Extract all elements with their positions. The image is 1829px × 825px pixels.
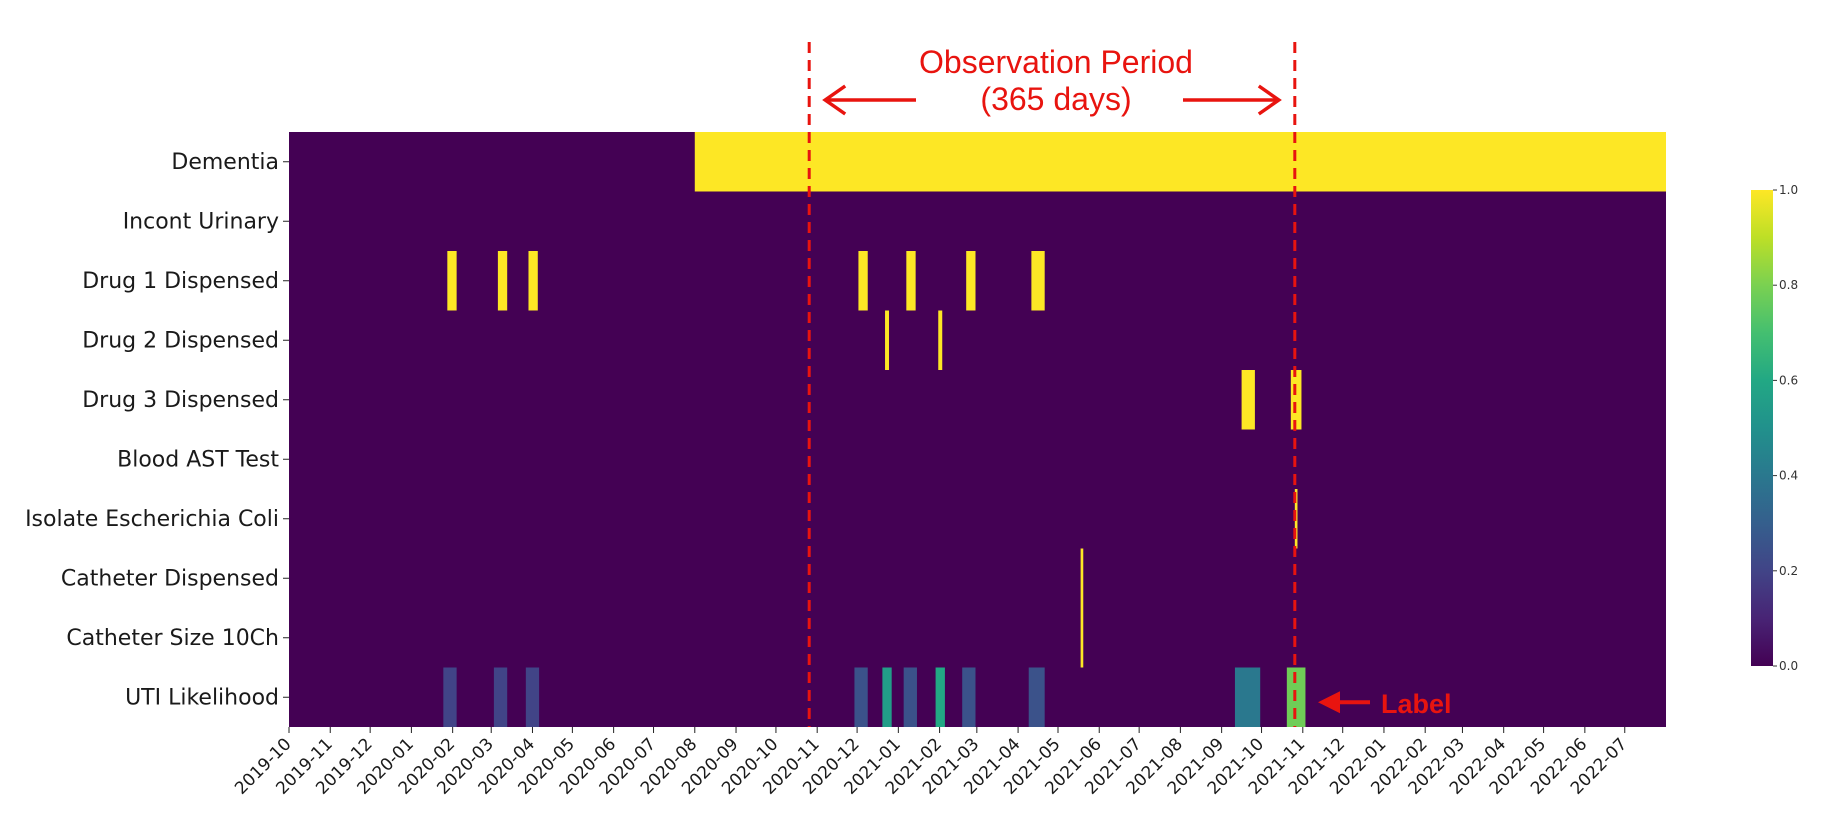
row-label: Catheter Size 10Ch [66, 626, 279, 651]
row-label: Blood AST Test [117, 447, 279, 472]
label-annotation-text: Label [1381, 689, 1452, 719]
heatmap-cell [938, 310, 943, 370]
heatmap-cell [906, 251, 916, 311]
heatmap-cell [962, 667, 976, 727]
heatmap-cell [447, 251, 457, 311]
heatmap-cell [1031, 251, 1045, 311]
colorbar-tick-label: 1.0 [1779, 183, 1798, 197]
colorbar-tick-label: 0.4 [1779, 469, 1798, 483]
heatmap-cell [528, 251, 538, 311]
row-label: Drug 3 Dispensed [82, 388, 279, 413]
row-label: Drug 2 Dispensed [82, 328, 279, 353]
colorbar [1751, 190, 1773, 666]
colorbar-tick-label: 0.0 [1779, 659, 1798, 673]
heatmap-cell [1290, 370, 1302, 430]
heatmap-cell [1234, 667, 1261, 727]
row-label: Isolate Escherichia Coli [25, 507, 279, 532]
heatmap-background [289, 132, 1666, 727]
heatmap-cell [1241, 370, 1255, 430]
observation-arrow-right-head [1257, 84, 1282, 116]
heatmap-cell [1080, 548, 1084, 608]
heatmap-cell [497, 251, 508, 311]
heatmap-cell [443, 667, 457, 727]
row-label: UTI Likelihood [125, 685, 279, 710]
heatmap-cell [882, 667, 892, 727]
heatmap-cell [694, 132, 1666, 192]
heatmap-cell [1080, 608, 1084, 668]
heatmap-cell [1028, 667, 1045, 727]
row-label: Incont Urinary [123, 209, 279, 234]
observation-period-duration: (365 days) [980, 81, 1131, 117]
colorbar-tick-label: 0.8 [1779, 278, 1798, 292]
heatmap-cell [935, 667, 945, 727]
heatmap-cell [885, 310, 890, 370]
observation-period-title: Observation Period [919, 44, 1193, 80]
heatmap-cell [493, 667, 508, 727]
label-arrow-head [1318, 691, 1340, 714]
row-label: Dementia [171, 150, 279, 175]
colorbar-tick-label: 0.6 [1779, 373, 1798, 387]
colorbar-tick-label: 0.2 [1779, 564, 1798, 578]
row-label: Catheter Dispensed [61, 566, 279, 591]
observation-arrow-left-head [822, 84, 847, 116]
heatmap-cell [854, 667, 868, 727]
row-label: Drug 1 Dispensed [82, 269, 279, 294]
heatmap-cell [903, 667, 917, 727]
heatmap-cell [858, 251, 868, 311]
heatmap-cell [966, 251, 976, 311]
heatmap-cell [525, 667, 540, 727]
